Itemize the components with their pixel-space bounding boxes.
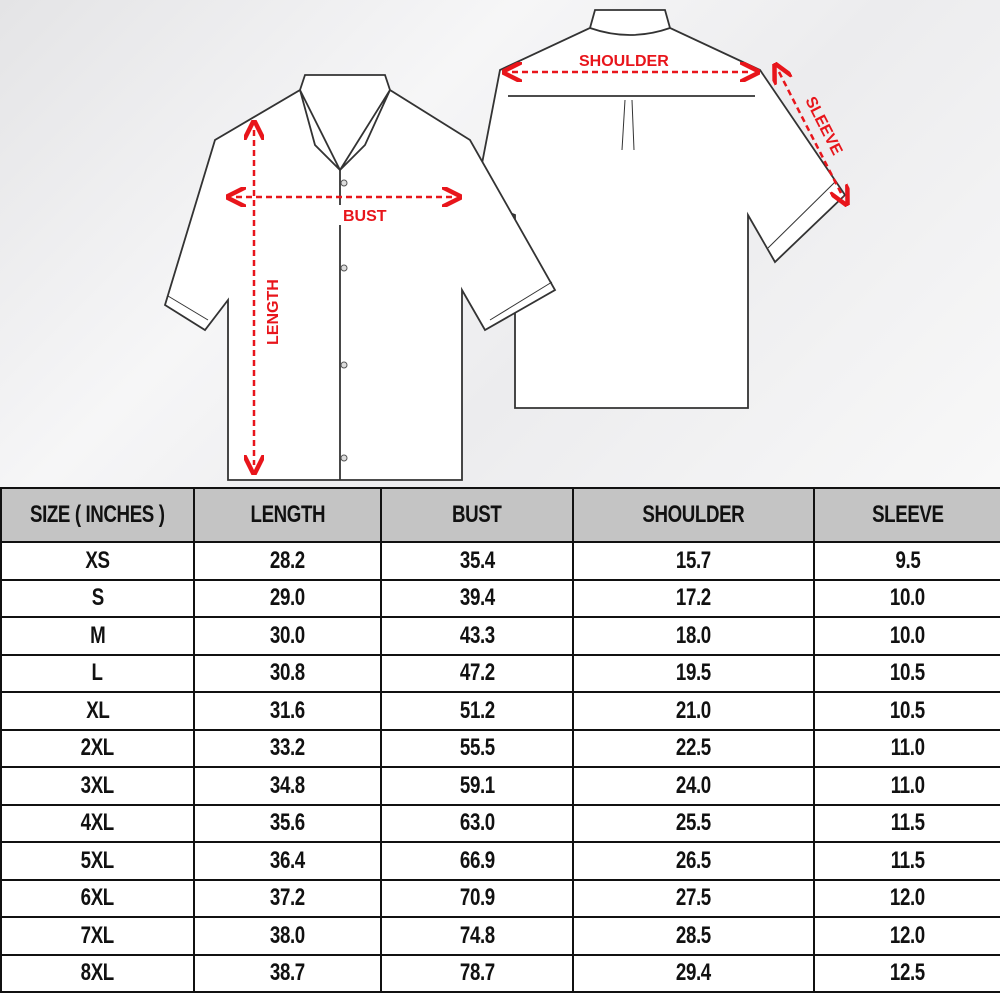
header-length: LENGTH bbox=[193, 487, 382, 543]
header-bust: BUST bbox=[380, 487, 574, 543]
cell-bust: 51.2 bbox=[380, 691, 574, 731]
cell-shoulder: 29.4 bbox=[572, 953, 815, 993]
cell-shoulder: 28.5 bbox=[572, 916, 815, 956]
cell-length: 35.6 bbox=[193, 803, 382, 843]
cell-shoulder: 22.5 bbox=[572, 728, 815, 768]
cell-size: 5XL bbox=[0, 841, 195, 881]
cell-bust: 63.0 bbox=[380, 803, 574, 843]
cell-size: 6XL bbox=[0, 878, 195, 918]
size-chart-table: SIZE ( INCHES ) LENGTH BUST SHOULDER SLE… bbox=[0, 487, 1000, 993]
cell-bust: 43.3 bbox=[380, 616, 574, 656]
shoulder-label: SHOULDER bbox=[579, 53, 669, 70]
cell-size: M bbox=[0, 616, 195, 656]
cell-shoulder: 19.5 bbox=[572, 653, 815, 693]
cell-size: XS bbox=[0, 541, 195, 581]
cell-size: XL bbox=[0, 691, 195, 731]
cell-shoulder: 26.5 bbox=[572, 841, 815, 881]
shirt-illustration: BUST LENGTH SHOULDER SLEEVE bbox=[163, 9, 1000, 481]
cell-sleeve: 10.5 bbox=[813, 691, 1000, 731]
cell-length: 33.2 bbox=[193, 728, 382, 768]
cell-sleeve: 12.0 bbox=[813, 916, 1000, 956]
cell-bust: 35.4 bbox=[380, 541, 574, 581]
table-row: S 29.0 39.4 17.2 10.0 bbox=[0, 578, 1000, 618]
cell-bust: 59.1 bbox=[380, 766, 574, 806]
cell-length: 28.2 bbox=[193, 541, 382, 581]
header-shoulder: SHOULDER bbox=[572, 487, 815, 543]
table-row: 6XL 37.2 70.9 27.5 12.0 bbox=[0, 878, 1000, 918]
cell-length: 36.4 bbox=[193, 841, 382, 881]
cell-sleeve: 11.5 bbox=[813, 841, 1000, 881]
cell-bust: 39.4 bbox=[380, 578, 574, 618]
cell-shoulder: 25.5 bbox=[572, 803, 815, 843]
cell-size: 2XL bbox=[0, 728, 195, 768]
cell-sleeve: 12.5 bbox=[813, 953, 1000, 993]
cell-size: 3XL bbox=[0, 766, 195, 806]
cell-length: 34.8 bbox=[193, 766, 382, 806]
shirt-diagram: BUST LENGTH SHOULDER SLEEVE bbox=[0, 0, 1000, 487]
cell-size: 4XL bbox=[0, 803, 195, 843]
cell-bust: 70.9 bbox=[380, 878, 574, 918]
measure-arrows bbox=[236, 72, 843, 465]
cell-shoulder: 18.0 bbox=[572, 616, 815, 656]
cell-shoulder: 24.0 bbox=[572, 766, 815, 806]
length-label: LENGTH bbox=[265, 279, 282, 345]
cell-sleeve: 12.0 bbox=[813, 878, 1000, 918]
cell-bust: 78.7 bbox=[380, 953, 574, 993]
table-row: 8XL 38.7 78.7 29.4 12.5 bbox=[0, 953, 1000, 993]
header-sleeve: SLEEVE bbox=[813, 487, 1000, 543]
cell-size: 8XL bbox=[0, 953, 195, 993]
cell-sleeve: 10.0 bbox=[813, 578, 1000, 618]
cell-shoulder: 27.5 bbox=[572, 878, 815, 918]
cell-bust: 66.9 bbox=[380, 841, 574, 881]
cell-bust: 55.5 bbox=[380, 728, 574, 768]
table-row: 2XL 33.2 55.5 22.5 11.0 bbox=[0, 728, 1000, 768]
cell-length: 38.0 bbox=[193, 916, 382, 956]
table-row: 4XL 35.6 63.0 25.5 11.5 bbox=[0, 803, 1000, 843]
cell-length: 37.2 bbox=[193, 878, 382, 918]
header-row: SIZE ( INCHES ) LENGTH BUST SHOULDER SLE… bbox=[0, 487, 1000, 543]
cell-length: 30.0 bbox=[193, 616, 382, 656]
cell-sleeve: 9.5 bbox=[813, 541, 1000, 581]
cell-length: 30.8 bbox=[193, 653, 382, 693]
table-row: XS 28.2 35.4 15.7 9.5 bbox=[0, 541, 1000, 581]
cell-size: L bbox=[0, 653, 195, 693]
cell-bust: 74.8 bbox=[380, 916, 574, 956]
cell-sleeve: 10.0 bbox=[813, 616, 1000, 656]
header-size: SIZE ( INCHES ) bbox=[0, 487, 195, 543]
cell-length: 29.0 bbox=[193, 578, 382, 618]
table-row: L 30.8 47.2 19.5 10.5 bbox=[0, 653, 1000, 693]
cell-bust: 47.2 bbox=[380, 653, 574, 693]
cell-length: 38.7 bbox=[193, 953, 382, 993]
cell-sleeve: 10.5 bbox=[813, 653, 1000, 693]
table-row: 3XL 34.8 59.1 24.0 11.0 bbox=[0, 766, 1000, 806]
table-row: XL 31.6 51.2 21.0 10.5 bbox=[0, 691, 1000, 731]
cell-sleeve: 11.0 bbox=[813, 766, 1000, 806]
table-row: M 30.0 43.3 18.0 10.0 bbox=[0, 616, 1000, 656]
cell-size: S bbox=[0, 578, 195, 618]
cell-length: 31.6 bbox=[193, 691, 382, 731]
cell-size: 7XL bbox=[0, 916, 195, 956]
cell-sleeve: 11.0 bbox=[813, 728, 1000, 768]
cell-shoulder: 21.0 bbox=[572, 691, 815, 731]
bust-label: BUST bbox=[343, 208, 387, 225]
cell-sleeve: 11.5 bbox=[813, 803, 1000, 843]
cell-shoulder: 17.2 bbox=[572, 578, 815, 618]
table-row: 5XL 36.4 66.9 26.5 11.5 bbox=[0, 841, 1000, 881]
table-row: 7XL 38.0 74.8 28.5 12.0 bbox=[0, 916, 1000, 956]
cell-shoulder: 15.7 bbox=[572, 541, 815, 581]
